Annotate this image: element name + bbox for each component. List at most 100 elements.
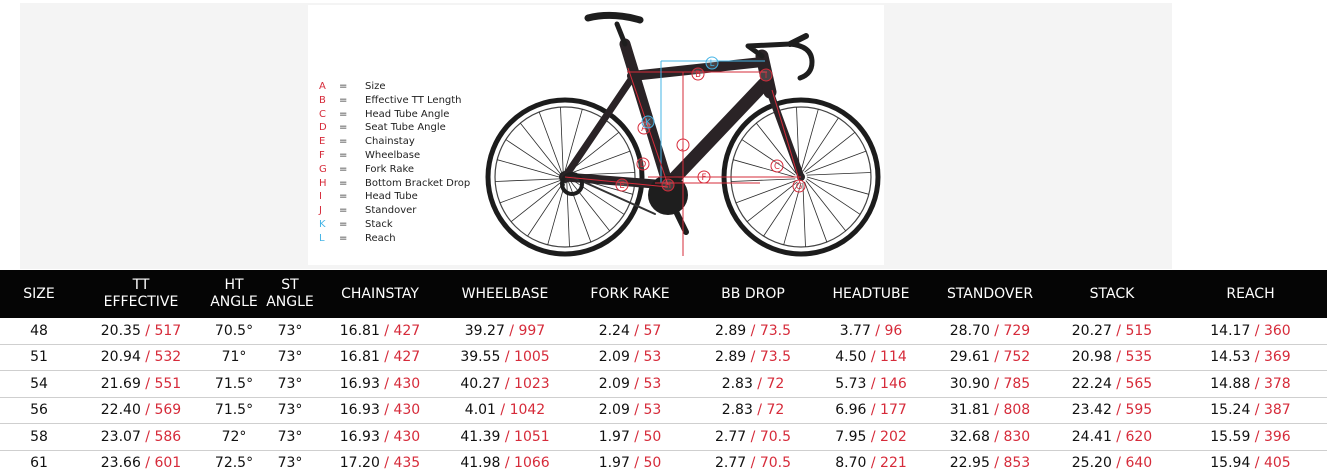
value-inches: 23.66: [100, 455, 141, 472]
legend-letter: D: [319, 122, 327, 134]
value-separator: /: [140, 349, 155, 366]
value-inches: 20.35: [100, 322, 141, 339]
cell-bbdrop: 2.89 / 73.5: [694, 318, 812, 345]
value-mm: 551: [154, 375, 182, 392]
value-mm: 70.5: [759, 428, 791, 445]
cell-headtube: 7.95 / 202: [812, 423, 930, 451]
cell-reach: 15.24 / 387: [1174, 397, 1327, 424]
value-mm: 202: [880, 428, 907, 445]
value-mm: 53: [643, 402, 662, 419]
value-separator: /: [629, 455, 644, 472]
spoke: [802, 182, 806, 247]
value-mm: 830: [1003, 428, 1031, 445]
cell-reach: 15.94 / 405: [1174, 450, 1327, 476]
value-separator: /: [379, 455, 394, 472]
value-mm: 427: [393, 322, 421, 339]
legend-row: B = Effective TT Length: [319, 94, 470, 108]
value-mm: 369: [1263, 349, 1291, 366]
legend-label: Wheelbase: [365, 149, 421, 161]
header-line: STACK: [1089, 285, 1135, 302]
marker-letter: D: [640, 160, 647, 170]
value-separator: /: [752, 375, 767, 392]
value-inches: 40.27: [460, 375, 501, 392]
cell-st: 73°: [277, 455, 303, 472]
column-header: REACH: [1174, 270, 1327, 318]
value-mm: 146: [880, 375, 907, 392]
value-inches: 1.97: [598, 428, 630, 445]
cell-standover: 29.61 / 752: [930, 344, 1050, 371]
spoke: [569, 150, 631, 174]
value-separator: /: [504, 322, 519, 339]
cell-bbdrop: 2.77 / 70.5: [694, 423, 812, 451]
header-line: REACH: [1226, 285, 1275, 302]
value-separator: /: [140, 402, 155, 419]
value-mm: 1051: [514, 428, 550, 445]
column-header: SIZE: [0, 270, 78, 318]
value-separator: /: [140, 375, 155, 392]
value-separator: /: [989, 455, 1004, 472]
value-separator: /: [989, 428, 1004, 445]
value-mm: 427: [393, 349, 421, 366]
marker-d: D: [636, 157, 650, 171]
value-inches: 15.59: [1210, 428, 1251, 445]
legend-equals: =: [339, 81, 348, 92]
cell-st: 73°: [264, 423, 316, 451]
marker-g: G: [792, 179, 806, 193]
cell-st: 73°: [264, 397, 316, 424]
value-mm: 729: [1003, 322, 1031, 339]
cell-ht: 72°: [204, 423, 264, 451]
column-header: BB DROP: [694, 270, 812, 318]
value-inches: 22.24: [1071, 375, 1112, 392]
marker-c: C: [770, 159, 784, 173]
legend-letter: C: [319, 108, 326, 120]
value-mm: 853: [1003, 455, 1031, 472]
spoke: [806, 178, 861, 215]
value-separator: /: [629, 322, 644, 339]
cell-chainstay: 17.20 / 435: [316, 450, 444, 476]
cell-stack: 20.27 / 515: [1050, 318, 1174, 345]
header-line: SIZE: [23, 285, 55, 302]
cell-wheelbase: 39.27 / 997: [444, 318, 566, 345]
value-separator: /: [500, 349, 515, 366]
cell-stack: 23.42 / 595: [1050, 397, 1174, 424]
legend-equals: =: [339, 108, 348, 120]
value-inches: 16.93: [339, 402, 380, 419]
value-separator: /: [746, 322, 760, 339]
value-inches: 14.17: [1210, 322, 1251, 339]
value-separator: /: [1250, 322, 1264, 339]
value-mm: 435: [393, 455, 421, 472]
legend-letter: L: [319, 232, 325, 244]
value-mm: 1042: [509, 402, 546, 419]
cell-wheelbase: 4.01 / 1042: [444, 397, 566, 424]
cell-chainstay: 16.81 / 427: [316, 318, 444, 345]
header-line: BB DROP: [721, 285, 785, 302]
cell-st: 73°: [264, 318, 316, 345]
spoke: [505, 139, 560, 176]
value-separator: /: [752, 402, 767, 419]
spoke: [802, 117, 839, 172]
value-separator: /: [1250, 349, 1264, 366]
column-header: CHAINSTAY: [316, 270, 444, 318]
cell-st: 73°: [264, 370, 316, 398]
value-mm: 601: [154, 455, 182, 472]
value-mm: 535: [1125, 349, 1153, 366]
value-separator: /: [1111, 455, 1126, 472]
marker-letter: H: [665, 181, 671, 191]
value-inches: 22.95: [949, 455, 990, 472]
cell-ht: 71.5°: [204, 370, 264, 398]
value-separator: /: [379, 402, 394, 419]
cell-bbdrop: 2.83 / 72: [694, 370, 812, 398]
spoke: [805, 180, 847, 232]
value-inches: 8.70: [835, 455, 867, 472]
marker-e: E: [615, 178, 629, 192]
spoke: [527, 182, 564, 237]
bike-geometry-diagram: A B C D E F G H I J K L: [485, 11, 881, 257]
cell-standover: 28.70 / 729: [930, 318, 1050, 345]
value-mm: 72: [766, 375, 785, 392]
value-inches: 2.09: [598, 375, 630, 392]
value-mm: 517: [154, 322, 182, 339]
legend-equals: =: [339, 94, 348, 106]
value-inches: 2.24: [598, 322, 630, 339]
value-separator: /: [746, 349, 760, 366]
value-mm: 1023: [514, 375, 550, 392]
